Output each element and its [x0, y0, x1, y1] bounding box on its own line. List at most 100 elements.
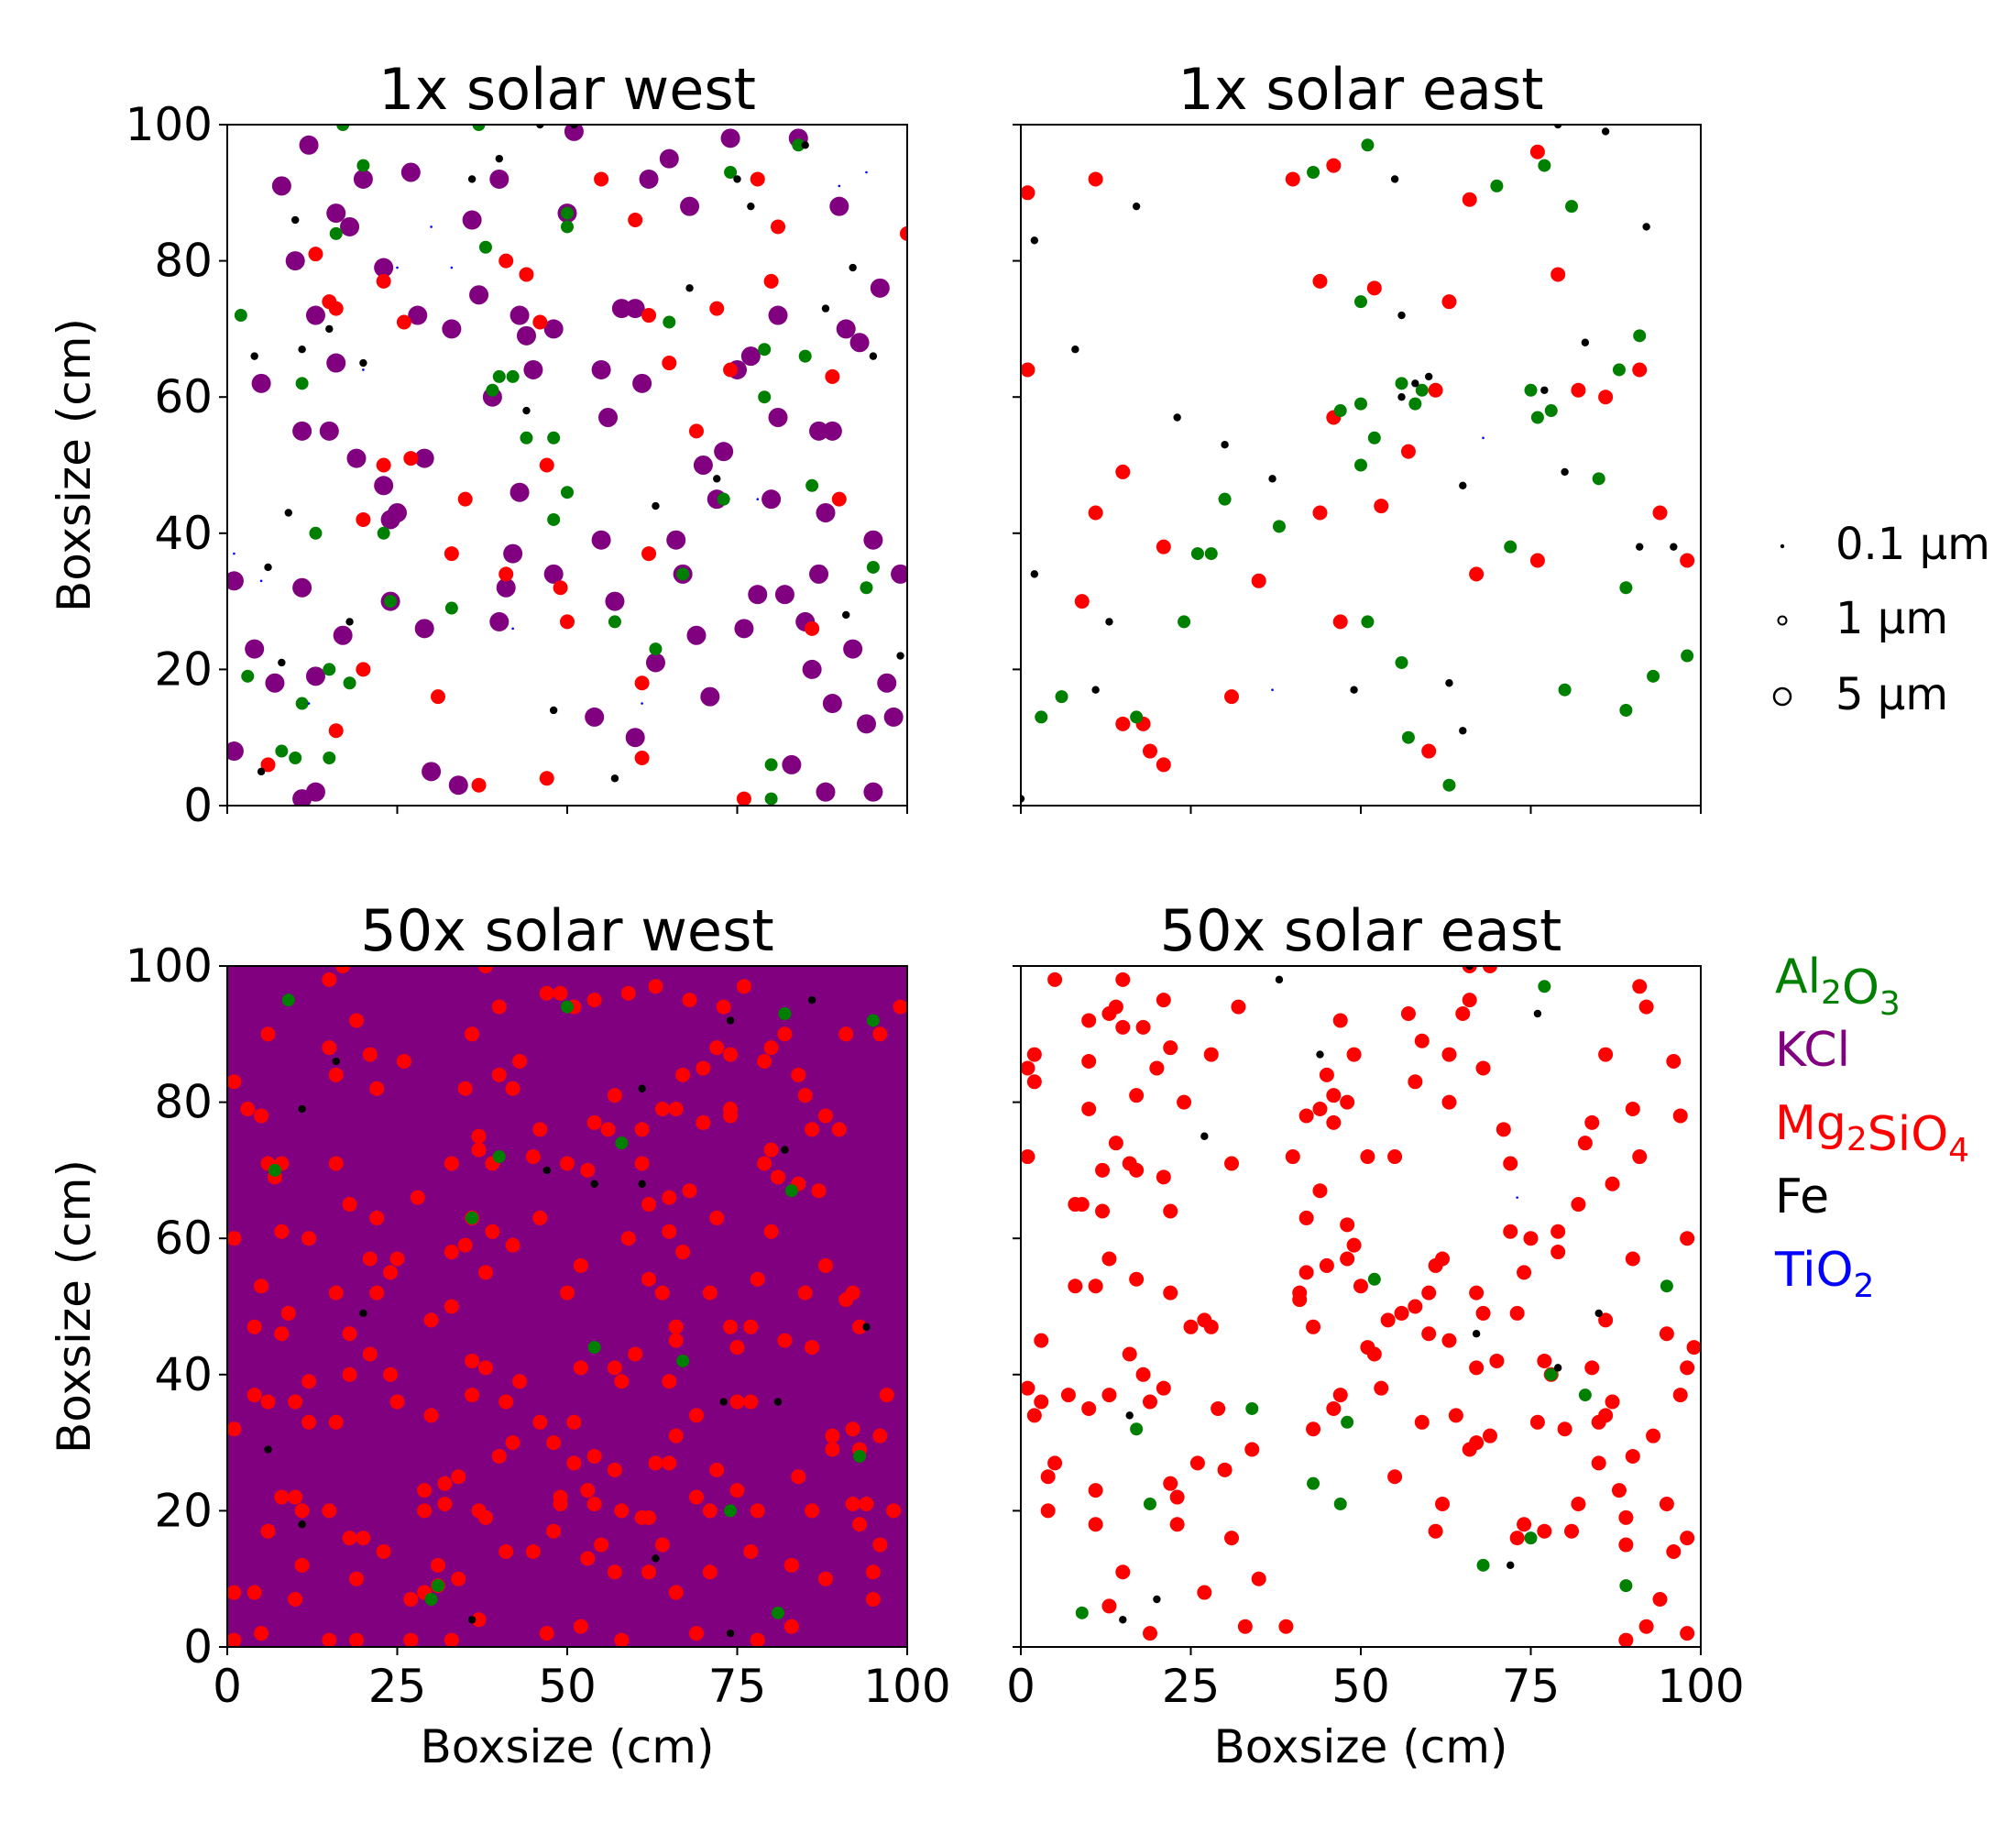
series-Al2O3 [268, 993, 880, 1619]
point [668, 1428, 684, 1443]
point [702, 1564, 718, 1580]
point [1251, 1571, 1266, 1586]
point [1435, 1496, 1451, 1511]
point [1462, 993, 1477, 1008]
point [1326, 158, 1342, 173]
point [506, 369, 520, 383]
point [1361, 138, 1375, 152]
point [1163, 1285, 1178, 1301]
point [1565, 200, 1579, 214]
point [326, 353, 346, 373]
point [457, 1081, 473, 1096]
point [675, 1067, 691, 1082]
point [499, 1394, 514, 1410]
point [1218, 492, 1232, 506]
legend-Al2O3: Al2O3 [1775, 949, 1901, 1023]
point [668, 1102, 684, 1117]
point [1666, 1054, 1682, 1070]
point [295, 377, 309, 390]
point [323, 751, 336, 764]
point [1307, 1476, 1320, 1490]
point [700, 686, 720, 707]
point [702, 1503, 718, 1519]
point [1021, 1149, 1035, 1165]
point [1598, 1047, 1614, 1062]
point [1091, 686, 1100, 694]
point [590, 1180, 598, 1188]
point [816, 782, 836, 802]
point [467, 1616, 477, 1624]
point [1533, 1009, 1542, 1018]
point [448, 775, 468, 796]
point [641, 546, 657, 562]
point [1055, 690, 1068, 704]
legend-Mg2SiO4: Mg2SiO4 [1775, 1096, 1969, 1169]
panel-3: 0 25 50 75 100 50x solar east Boxsize (cm) [1006, 897, 1745, 1773]
point [432, 1579, 445, 1593]
point [1142, 743, 1157, 759]
point [1642, 223, 1650, 231]
point [1312, 1102, 1328, 1117]
point [1425, 372, 1433, 381]
point [271, 176, 291, 196]
point [717, 492, 730, 506]
point [247, 1319, 262, 1334]
point [489, 169, 509, 189]
point [1571, 1496, 1586, 1511]
point [620, 1231, 636, 1246]
point [1469, 566, 1485, 582]
point [1441, 294, 1457, 310]
point [356, 1531, 371, 1546]
point [516, 325, 536, 346]
point [872, 1026, 888, 1042]
point [607, 1462, 622, 1477]
point [503, 543, 523, 564]
point [346, 448, 367, 468]
point [1625, 1448, 1640, 1464]
point [1618, 1632, 1634, 1647]
point [662, 1224, 677, 1239]
point [1538, 159, 1551, 172]
point [872, 1537, 888, 1553]
point [1319, 1257, 1334, 1273]
point [607, 1360, 622, 1376]
point [1156, 1169, 1171, 1185]
point [1553, 125, 1562, 129]
point [1361, 615, 1375, 629]
point [831, 491, 847, 507]
y-tick-label: 20 [154, 642, 213, 696]
point [1130, 710, 1144, 724]
point [713, 475, 721, 483]
point [1360, 1149, 1375, 1165]
point [777, 1333, 793, 1348]
point [292, 577, 312, 598]
point [227, 1074, 242, 1090]
point [1237, 1619, 1253, 1634]
point [807, 995, 816, 1004]
point [1026, 1074, 1042, 1090]
point [403, 451, 419, 466]
point [757, 1156, 772, 1171]
point [1275, 975, 1284, 984]
point [1081, 1013, 1097, 1028]
point [591, 359, 611, 379]
size-label-2: 5 μm [1835, 669, 1948, 720]
point [641, 1564, 657, 1580]
point [227, 1231, 242, 1246]
point [1411, 379, 1419, 388]
point [307, 702, 311, 705]
point [227, 741, 244, 762]
point [322, 1632, 337, 1647]
point [764, 792, 778, 806]
point [289, 751, 302, 764]
point [1047, 971, 1063, 987]
point [359, 1309, 367, 1318]
point [639, 169, 659, 189]
point [591, 530, 611, 550]
point [1537, 1523, 1552, 1539]
point [1400, 1006, 1416, 1022]
point [859, 1496, 874, 1511]
point [325, 324, 334, 334]
point [1666, 1543, 1682, 1559]
size-marker-small [1780, 543, 1785, 549]
